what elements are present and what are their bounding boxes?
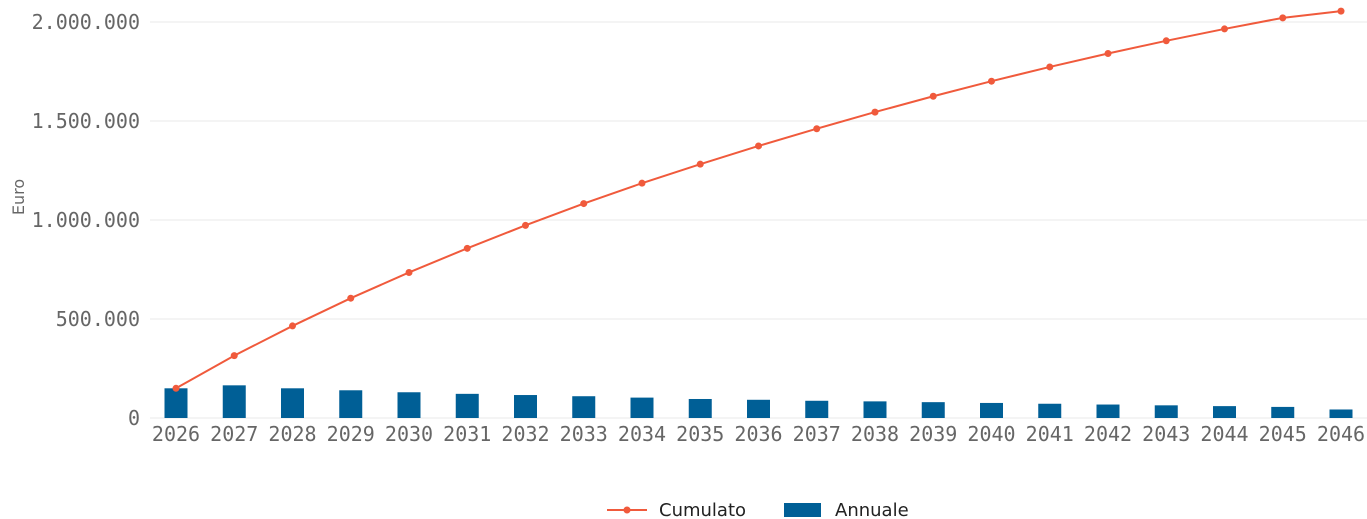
x-tick-label: 2042 — [1084, 422, 1132, 446]
point-2032 — [522, 221, 529, 229]
cumulato-line — [175, 10, 1342, 390]
point-2033 — [580, 200, 588, 208]
y-tick-label: 500.000 — [56, 307, 140, 331]
bar-2033 — [572, 396, 596, 418]
point-2031 — [463, 244, 471, 252]
point-2042 — [1104, 49, 1112, 57]
x-tick-label: 2028 — [268, 422, 316, 446]
x-tick-label: 2045 — [1259, 422, 1307, 446]
legend-marker — [623, 506, 631, 514]
legend: Cumulato Annuale — [607, 500, 909, 519]
x-tick-label: 2030 — [385, 422, 433, 446]
bar-2026 — [164, 388, 188, 418]
y-tick-label: 1.000.000 — [32, 208, 140, 232]
y-axis-ticks: 0 500.000 1.000.000 1.500.000 2.000.000 — [32, 10, 140, 430]
x-tick-label: 2039 — [909, 422, 957, 446]
x-tick-label: 2044 — [1200, 422, 1248, 446]
bar-2029 — [339, 390, 363, 418]
point-2040 — [988, 77, 995, 85]
bar-2038 — [863, 401, 887, 418]
point-2026 — [172, 384, 180, 392]
point-2043 — [1162, 37, 1170, 45]
point-2039 — [929, 92, 937, 100]
legend-item-cumulato[interactable]: Cumulato — [607, 500, 746, 519]
point-2034 — [638, 179, 646, 187]
bar-2045 — [1271, 406, 1295, 418]
bar-2035 — [688, 398, 712, 418]
x-tick-label: 2043 — [1142, 422, 1190, 446]
x-tick-label: 2029 — [327, 422, 375, 446]
bars-annuale — [164, 385, 1353, 418]
point-2028 — [289, 322, 296, 330]
x-tick-label: 2038 — [851, 422, 899, 446]
x-tick-label: 2035 — [676, 422, 724, 446]
point-2027 — [230, 352, 238, 360]
x-tick-label: 2041 — [1026, 422, 1074, 446]
y-tick-label: 2.000.000 — [32, 10, 140, 34]
point-2044 — [1221, 25, 1228, 33]
bar-2042 — [1096, 404, 1120, 418]
bar-2034 — [630, 397, 654, 418]
bar-2039 — [921, 402, 945, 418]
point-2046 — [1337, 7, 1345, 15]
point-2041 — [1046, 63, 1054, 71]
bar-2032 — [514, 395, 537, 418]
x-tick-label: 2034 — [618, 422, 666, 446]
x-tick-label: 2046 — [1317, 422, 1365, 446]
point-2029 — [347, 294, 355, 302]
bar-2041 — [1038, 403, 1062, 418]
legend-label-annuale: Annuale — [835, 500, 909, 519]
bar-2036 — [747, 399, 770, 418]
point-2035 — [696, 160, 704, 168]
grid-lines — [150, 21, 1367, 419]
y-tick-label: 1.500.000 — [32, 109, 140, 133]
bar-2027 — [222, 385, 246, 418]
x-tick-label: 2037 — [793, 422, 841, 446]
x-tick-label: 2026 — [152, 422, 200, 446]
point-2038 — [871, 108, 879, 116]
x-tick-label: 2040 — [967, 422, 1015, 446]
x-tick-label: 2033 — [560, 422, 608, 446]
x-tick-label: 2032 — [501, 422, 549, 446]
bar-2037 — [805, 400, 829, 418]
bar-2031 — [455, 393, 479, 418]
bar-2046 — [1329, 409, 1353, 418]
point-2045 — [1279, 14, 1287, 22]
line-cumulato — [172, 7, 1345, 392]
x-tick-label: 2036 — [734, 422, 782, 446]
point-2030 — [405, 268, 413, 276]
x-axis-ticks: 2026 2027 2028 2029 2030 2031 2032 2033 2034 2035… — [152, 422, 1365, 446]
point-2037 — [813, 125, 821, 133]
point-2036 — [755, 142, 762, 150]
bar-2040 — [980, 402, 1003, 418]
legend-bar-swatch — [784, 503, 821, 517]
legend-label-cumulato: Cumulato — [659, 500, 746, 519]
y-tick-label: 0 — [128, 406, 140, 430]
bar-2043 — [1154, 405, 1178, 418]
bar-2030 — [397, 392, 421, 418]
x-tick-label: 2027 — [210, 422, 258, 446]
y-axis-title: Euro — [9, 179, 28, 215]
bar-2028 — [281, 388, 304, 418]
bar-2044 — [1213, 406, 1236, 418]
legend-item-annuale[interactable]: Annuale — [784, 500, 909, 519]
x-tick-label: 2031 — [443, 422, 491, 446]
